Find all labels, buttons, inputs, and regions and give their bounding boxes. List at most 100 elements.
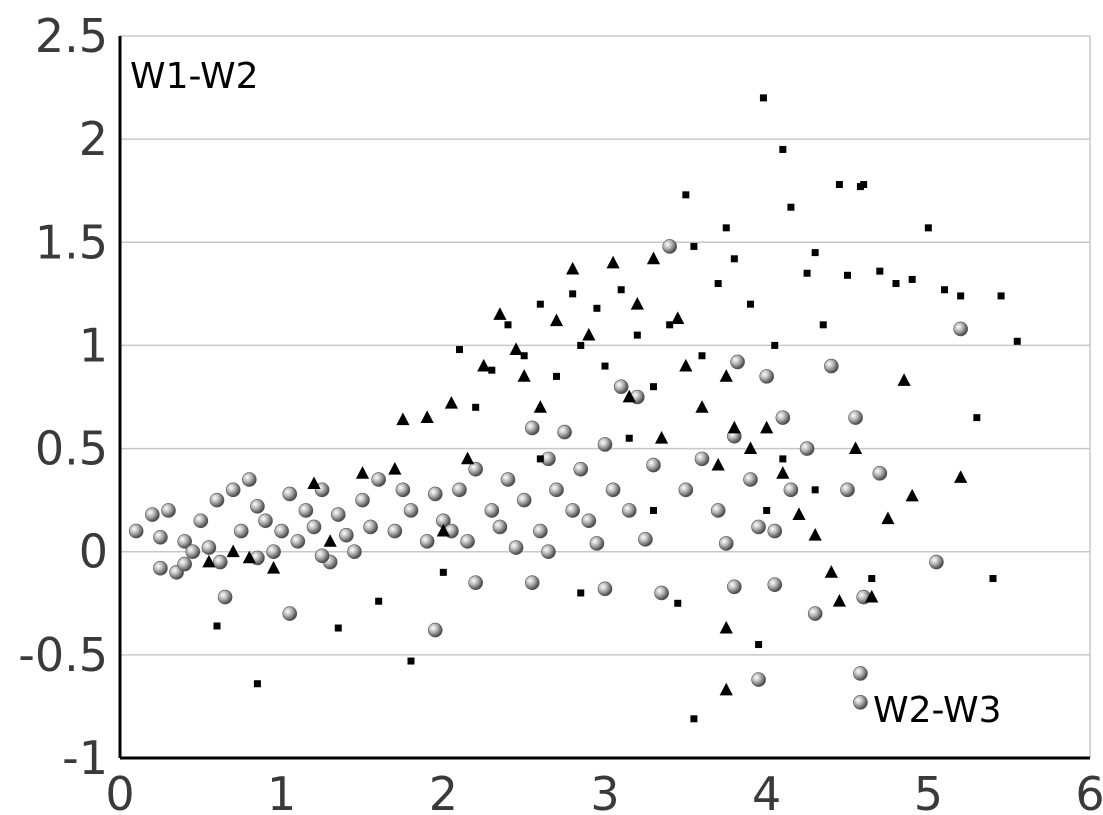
triangle-marker [493, 307, 507, 320]
sphere-marker [427, 486, 443, 502]
sphere-marker [613, 379, 629, 394]
square-marker [439, 568, 447, 576]
sphere-marker [662, 239, 677, 254]
square-marker [860, 181, 868, 189]
square-marker [698, 352, 706, 360]
y-tick-label: 0 [79, 525, 108, 579]
sphere-marker [824, 358, 839, 374]
sphere-marker [524, 575, 540, 590]
sphere-marker [282, 606, 298, 621]
triangle-marker [727, 420, 741, 434]
sphere-marker [347, 544, 362, 560]
square-marker [924, 224, 932, 232]
sphere-marker [654, 585, 669, 601]
gridlines [120, 35, 1090, 656]
square-marker [876, 267, 884, 275]
sphere-marker [589, 536, 605, 551]
square-marker [553, 372, 560, 380]
square-marker [617, 286, 625, 294]
sphere-marker [549, 482, 564, 498]
triangle-marker [695, 400, 709, 413]
sphere-marker [266, 544, 281, 560]
sphere-marker [853, 666, 868, 681]
square-marker [803, 269, 811, 277]
sphere-marker [807, 606, 823, 621]
square-marker [577, 341, 585, 349]
square-marker [577, 589, 585, 597]
sphere-marker [751, 519, 766, 535]
triangle-marker [654, 431, 669, 444]
sphere-marker [500, 472, 516, 487]
square-marker [835, 181, 843, 189]
sphere-marker [565, 503, 580, 518]
y-tick-label: 2.5 [35, 9, 108, 63]
square-marker [456, 346, 463, 354]
x-tick-label: 6 [1075, 767, 1103, 815]
sphere-marker [468, 575, 483, 590]
square-marker [819, 321, 827, 329]
triangle-marker [355, 466, 370, 479]
triangle-marker [743, 441, 758, 454]
sphere-marker [743, 472, 758, 487]
square-marker [536, 300, 544, 308]
square-marker [407, 657, 415, 665]
triangle-marker [307, 476, 321, 490]
sphere-marker [775, 410, 791, 425]
sphere-marker [468, 461, 483, 477]
x-tick-label: 1 [267, 767, 296, 815]
sphere-marker [621, 503, 637, 518]
sphere-marker [274, 523, 289, 539]
square-marker [650, 383, 657, 391]
triangle-marker [646, 251, 661, 265]
square-marker [682, 191, 690, 199]
y-tick-label: 2 [79, 112, 108, 166]
triangle-marker [776, 466, 790, 479]
sphere-marker [185, 544, 201, 560]
sphere-marker [730, 354, 745, 370]
triangle-marker [460, 451, 475, 465]
sphere-marker [452, 482, 467, 498]
sphere-marker [484, 503, 500, 518]
square-marker [779, 455, 787, 463]
sphere-marker [872, 466, 888, 481]
triangle-marker [444, 395, 459, 409]
square-marker [941, 286, 948, 294]
square-marker [763, 506, 771, 514]
sphere-marker [371, 472, 386, 487]
triangle-marker [477, 358, 491, 372]
sphere-marker [710, 503, 726, 518]
square-marker [755, 641, 763, 649]
square-marker [625, 434, 633, 442]
sphere-marker [250, 499, 265, 514]
square-marker [973, 414, 981, 422]
sphere-marker [751, 672, 766, 687]
triangle-marker [517, 369, 531, 382]
sphere-marker [541, 544, 556, 560]
triangle-marker [808, 528, 822, 541]
triangle-marker [226, 544, 240, 558]
sphere-marker [767, 523, 783, 539]
sphere-marker [145, 507, 160, 522]
square-marker [375, 597, 383, 605]
sphere-marker [217, 589, 233, 605]
square-marker [504, 321, 512, 329]
triangle-marker [242, 550, 256, 564]
square-marker [868, 575, 876, 583]
sphere-marker [128, 523, 144, 539]
triangle-marker [388, 462, 402, 475]
sphere-marker [727, 579, 742, 595]
square-marker [569, 290, 577, 298]
triangle-marker [396, 412, 410, 426]
sphere-marker [201, 540, 217, 555]
sphere-marker [492, 519, 508, 535]
triangle-marker [792, 507, 806, 520]
square-marker [633, 331, 641, 339]
sphere-marker [597, 581, 613, 597]
square-marker [674, 599, 682, 607]
sphere-marker [193, 513, 209, 529]
triangle-marker [719, 620, 733, 634]
y-tick-label: -0.5 [18, 628, 108, 682]
square-marker [520, 352, 528, 360]
sphere-marker [605, 482, 621, 498]
sphere-marker [290, 534, 306, 549]
